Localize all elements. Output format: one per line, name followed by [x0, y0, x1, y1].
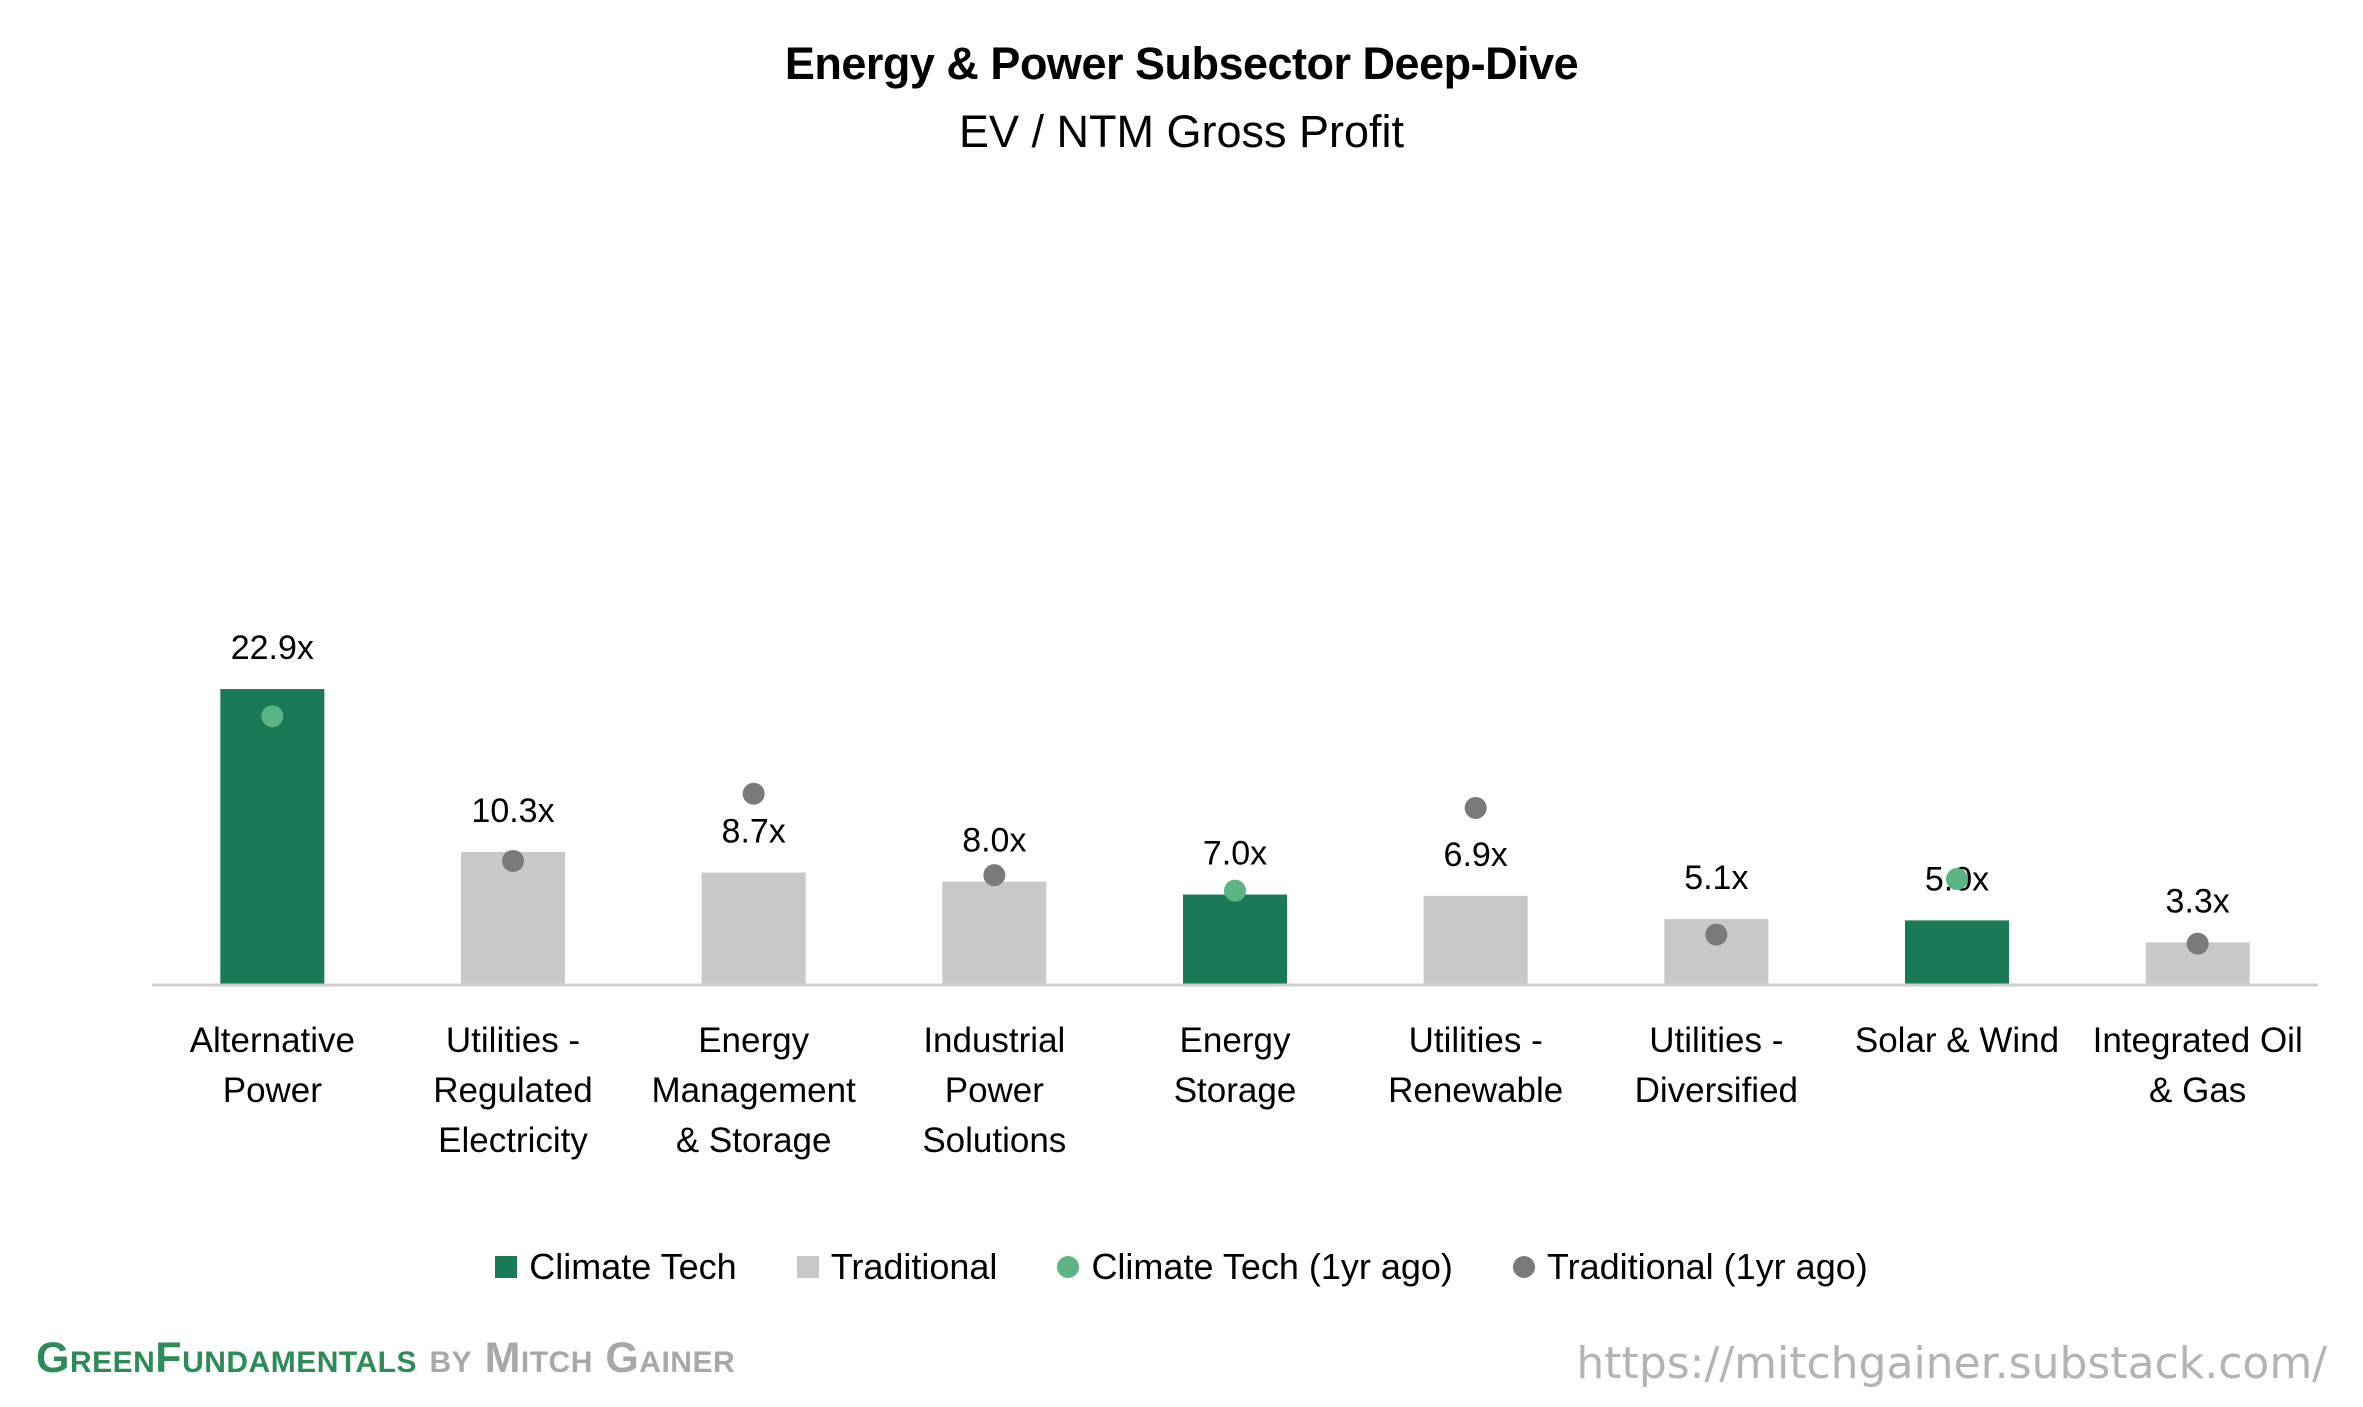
dot-1yr-2 [742, 782, 765, 805]
x-tick-label-6-1: Diversified [1635, 1071, 1798, 1110]
dot-1yr-0 [261, 705, 284, 728]
bar-1 [461, 851, 565, 985]
dot-1yr-7 [1946, 868, 1968, 891]
x-tick-label-8-1: & Gas [2149, 1071, 2246, 1110]
chart-subtitle: EV / NTM Gross Profit [958, 106, 1405, 157]
legend-item-climate-tech-1yr: Climate Tech (1yr ago) [1057, 1246, 1453, 1288]
x-tick-label-8-0: Integrated Oil [2093, 1021, 2303, 1060]
data-label-8: 3.3x [2166, 882, 2230, 920]
bar-3 [942, 881, 1047, 985]
data-label-0: 22.9x [231, 629, 314, 667]
x-tick-label-5-1: Renewable [1388, 1071, 1563, 1110]
x-tick-label-3-2: Solutions [922, 1121, 1066, 1160]
x-tick-label-0-0: Alternative [190, 1021, 355, 1060]
x-tick-label-1-0: Utilities - [446, 1021, 580, 1060]
dot-1yr-8 [2186, 932, 2209, 955]
legend-label-traditional-1yr: Traditional (1yr ago) [1546, 1246, 1868, 1287]
x-tick-label-4-1: Storage [1174, 1071, 1297, 1110]
legend-swatch-climate-tech [495, 1256, 518, 1278]
bar-2 [701, 872, 806, 985]
dot-1yr-5 [1464, 796, 1487, 819]
x-tick-label-1-1: Regulated [433, 1071, 593, 1110]
data-label-4: 7.0x [1203, 835, 1267, 873]
x-tick-label-0-1: Power [223, 1071, 323, 1110]
legend-item-traditional-1yr: Traditional (1yr ago) [1512, 1246, 1868, 1288]
x-tick-label-1-2: Electricity [438, 1121, 588, 1160]
brand-footer: GreenFundamentals by Mitch Gainer [36, 1334, 735, 1383]
legend-item-climate-tech: Climate Tech [495, 1246, 737, 1288]
x-tick-label-5-0: Utilities - [1409, 1021, 1543, 1060]
dot-1yr-1 [502, 849, 524, 872]
data-label-2: 8.7x [722, 813, 786, 851]
chart-legend: Climate Tech Traditional Climate Tech (1… [0, 1246, 2363, 1288]
legend-swatch-climate-tech-1yr [1057, 1256, 1080, 1278]
x-tick-label-2-1: Management [652, 1071, 857, 1110]
chart-plot: 22.9x Alternative Power 10.3x Utilities - Reg… [152, 629, 2318, 1160]
source-url: https://mitchgainer.substack.com/ [1576, 1338, 2327, 1389]
x-tick-label-4-0: Energy [1180, 1021, 1291, 1060]
bar-7 [1905, 920, 2009, 985]
dot-1yr-3 [983, 864, 1006, 887]
x-tick-label-3-1: Power [945, 1071, 1045, 1110]
legend-label-traditional: Traditional [830, 1246, 998, 1287]
bar-5 [1423, 895, 1528, 985]
legend-swatch-traditional [796, 1256, 819, 1278]
legend-label-climate-tech: Climate Tech [529, 1246, 737, 1287]
x-tick-label-2-2: & Storage [676, 1121, 832, 1160]
brand-name: GreenFundamentals [36, 1334, 417, 1382]
x-tick-label-2-0: Energy [698, 1021, 809, 1060]
data-label-6: 5.1x [1684, 859, 1748, 897]
legend-swatch-traditional-1yr [1512, 1256, 1535, 1278]
brand-byline: by Mitch Gainer [429, 1334, 736, 1382]
legend-label-climate-tech-1yr: Climate Tech (1yr ago) [1091, 1246, 1453, 1287]
bar-0 [220, 689, 325, 985]
x-tick-label-3-0: Industrial [923, 1021, 1065, 1060]
x-tick-label-6-0: Utilities - [1649, 1021, 1783, 1060]
data-label-3: 8.0x [962, 822, 1026, 860]
chart-title: Energy & Power Subsector Deep-Dive [784, 38, 1579, 89]
dot-1yr-6 [1705, 923, 1728, 946]
data-label-5: 6.9x [1444, 836, 1508, 874]
bar-4 [1183, 894, 1287, 985]
data-label-1: 10.3x [471, 792, 554, 830]
x-tick-label-7-0: Solar & Wind [1855, 1021, 2059, 1060]
legend-item-traditional: Traditional [796, 1246, 998, 1288]
dot-1yr-4 [1224, 879, 1246, 902]
